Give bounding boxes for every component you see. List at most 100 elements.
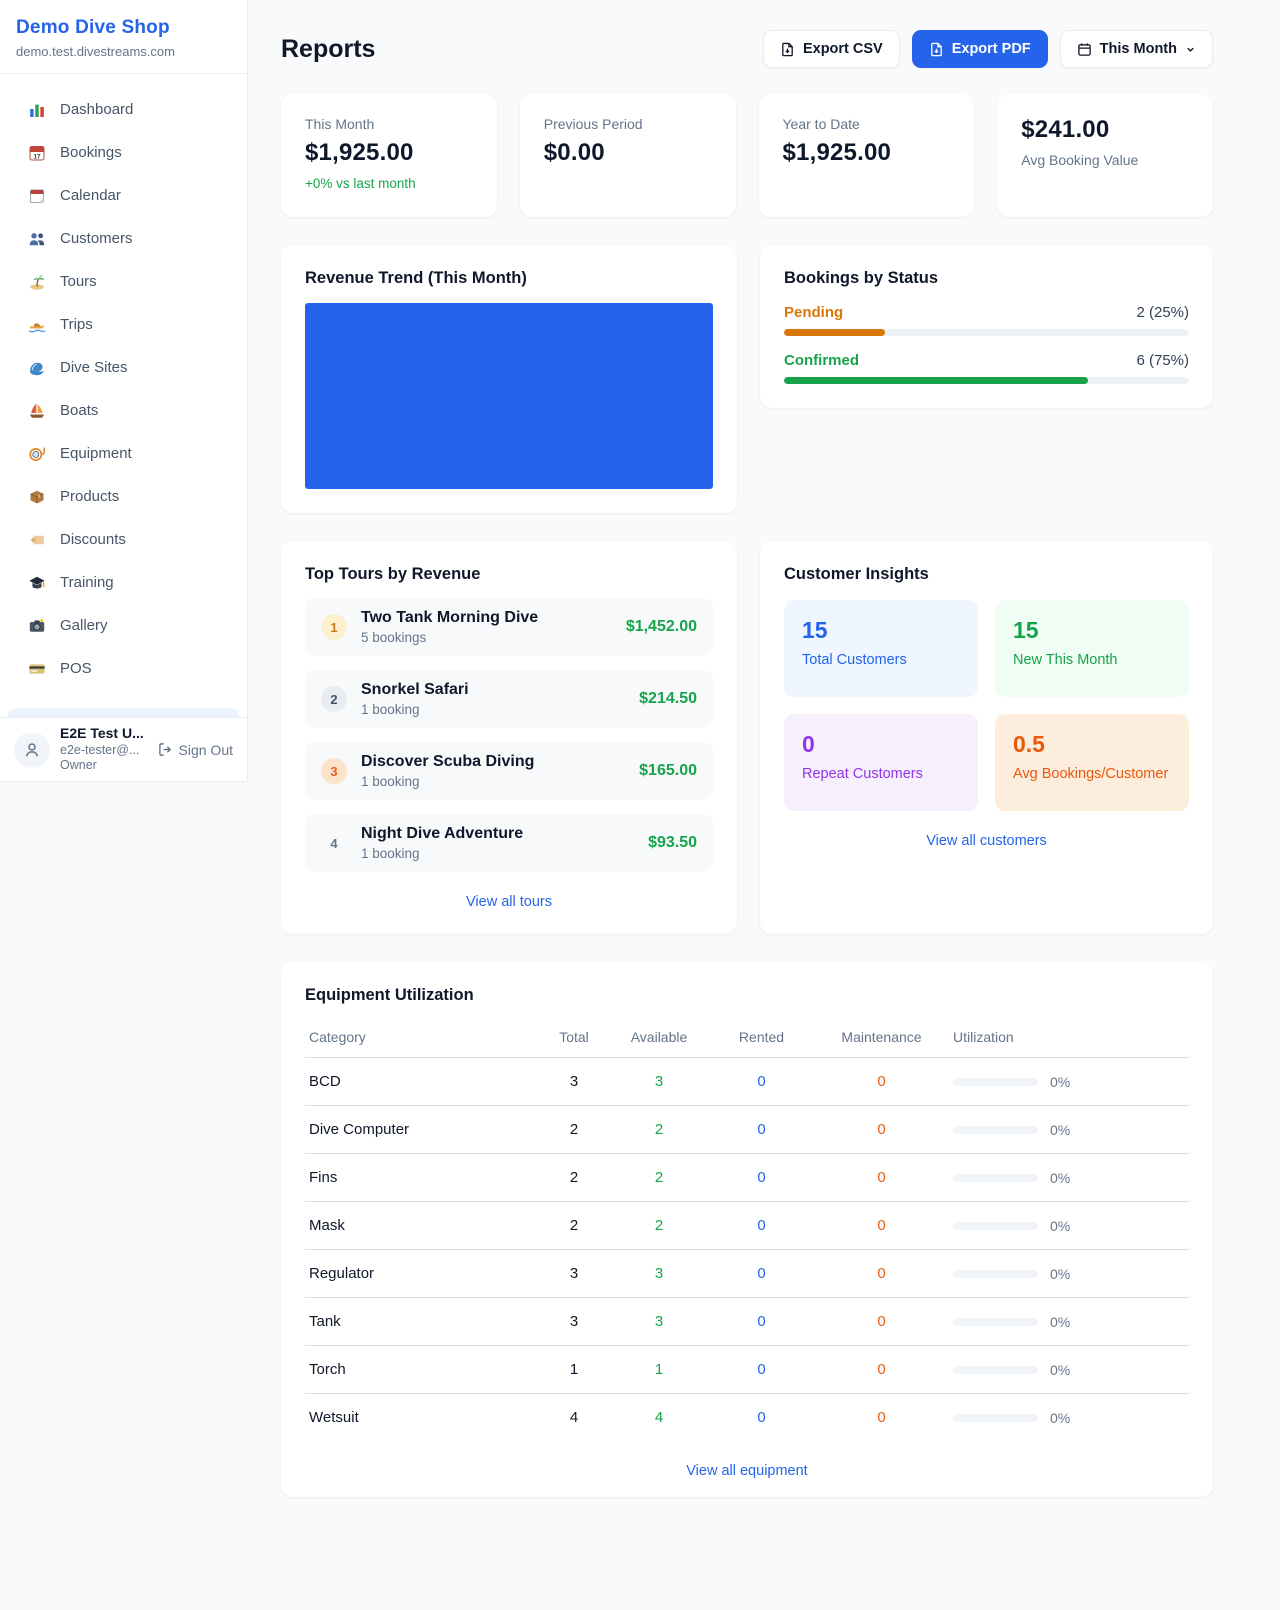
cell-maintenance: 0 [814,1057,949,1106]
sidebar-item-tours[interactable]: Tours [0,260,247,303]
rank-badge: 1 [321,614,347,640]
brand-block: Demo Dive Shop demo.test.divestreams.com [0,0,247,74]
tour-name: Snorkel Safari [361,681,469,698]
sidebar-item-reports-partial[interactable] [8,708,239,717]
sidebar-item-label: Tours [60,273,97,290]
camera-icon [28,617,46,635]
user-name: E2E Test U... [60,725,144,742]
utilization-cell: 0% [953,1218,1185,1234]
rank-badge: 4 [330,835,338,851]
cell-maintenance: 0 [814,1345,949,1394]
sidebar-item-dive-sites[interactable]: Dive Sites [0,346,247,389]
cell-available: 2 [609,1201,709,1250]
period-dropdown[interactable]: This Month [1059,30,1213,68]
sign-out-icon [158,743,171,756]
stat-label: Previous Period [543,116,643,132]
stat-card-avg-booking-value: $241.00 Avg Booking Value [997,94,1213,217]
cell-available: 3 [609,1249,709,1298]
stat-value: $1,925.00 [782,139,892,166]
export-pdf-label: Export PDF [951,41,1031,57]
tile-repeat-customers: 0 Repeat Customers [784,714,978,811]
export-csv-button[interactable]: Export CSV [762,30,900,68]
tour-bookings: 1 booking [361,846,420,861]
sidebar-item-label: Trips [60,316,93,333]
sidebar-item-pos[interactable]: POS [0,647,247,690]
cell-rented: 0 [709,1105,814,1154]
cell-total: 2 [539,1201,609,1250]
cell-maintenance: 0 [814,1249,949,1298]
tear-off-calendar-icon [28,187,46,205]
period-label: This Month [1099,41,1177,57]
tour-row: 1 Two Tank Morning Dive 5 bookings $1,45… [305,598,713,656]
tour-row: 3 Discover Scuba Diving 1 booking $165.0… [305,742,713,800]
cell-maintenance: 0 [814,1153,949,1202]
sidebar-item-dashboard[interactable]: Dashboard [0,88,247,131]
sidebar-item-customers[interactable]: Customers [0,217,247,260]
stat-label: Year to Date [782,116,860,132]
revenue-trend-title: Revenue Trend (This Month) [305,269,527,287]
sidebar-item-label: Calendar [60,187,121,204]
table-header-row: Category Total Available Rented Maintena… [305,1019,1189,1058]
file-download-icon [930,42,942,56]
sidebar-item-products[interactable]: Products [0,475,247,518]
sidebar-item-equipment[interactable]: Equipment [0,432,247,475]
view-all-tours-link[interactable]: View all tours [466,894,552,910]
cell-category: Torch [305,1345,539,1394]
export-pdf-button[interactable]: Export PDF [911,30,1048,68]
sidebar-item-label: Dashboard [60,101,134,118]
sign-out-button[interactable]: Sign Out [158,742,233,758]
bookings-by-status-card: Bookings by Status Pending 2 (25%) Confi… [760,245,1213,408]
sidebar-item-bookings[interactable]: 17 Bookings [0,131,247,174]
status-row-confirmed: Confirmed 6 (75%) [784,352,1189,384]
rank-badge: 2 [321,686,347,712]
page-title: Reports [281,34,376,63]
status-bar-track [784,377,1189,384]
sidebar-item-label: Equipment [60,445,132,462]
sidebar-item-boats[interactable]: Boats [0,389,247,432]
tile-new-this-month: 15 New This Month [995,600,1189,697]
revenue-trend-chart [305,303,713,489]
sidebar-item-label: Dive Sites [60,359,128,376]
table-row: Regulator 3 3 0 0 0% [305,1249,1189,1298]
sidebar-item-trips[interactable]: Trips [0,303,247,346]
sidebar-item-label: Discounts [60,531,126,548]
table-row: Wetsuit 4 4 0 0 0% [305,1394,1189,1442]
sidebar-item-training[interactable]: Training [0,561,247,604]
sidebar-item-label: Products [60,488,120,505]
sidebar-item-calendar[interactable]: Calendar [0,174,247,217]
stat-value: $1,925.00 [305,139,414,166]
bar-chart-icon [28,101,46,119]
credit-card-icon [28,660,46,678]
sidebar-item-discounts[interactable]: Discounts [0,518,247,561]
column-header-total: Total [539,1019,609,1058]
tour-revenue: $1,452.00 [625,618,697,635]
view-all-equipment-link[interactable]: View all equipment [686,1463,808,1479]
cell-rented: 0 [709,1153,814,1202]
insights-row: Top Tours by Revenue 1 Two Tank Morning … [281,541,1213,934]
graduation-cap-icon [28,574,46,592]
sidebar-item-label: Boats [60,402,99,419]
customer-insights-title: Customer Insights [784,565,929,583]
sidebar-item-gallery[interactable]: Gallery [0,604,247,647]
view-all-customers-link[interactable]: View all customers [926,833,1047,849]
brand-title: Demo Dive Shop [16,17,170,38]
column-header-category: Category [305,1019,539,1058]
stat-delta: +0% vs last month [305,176,416,191]
tour-name: Night Dive Adventure [361,825,524,842]
speedboat-icon [28,316,46,334]
cell-total: 3 [539,1297,609,1346]
wave-icon [28,359,46,377]
cell-available: 1 [609,1345,709,1394]
sign-out-label: Sign Out [178,741,233,758]
stat-label: This Month [305,116,375,132]
utilization-cell: 0% [953,1410,1185,1426]
bookings-by-status-title: Bookings by Status [784,269,939,287]
equipment-utilization-card: Equipment Utilization Category Total Ava… [281,962,1213,1497]
calendar-icon [1077,42,1091,56]
equipment-table: Category Total Available Rented Maintena… [305,1019,1189,1441]
revenue-trend-card: Revenue Trend (This Month) [281,245,737,513]
cell-rented: 0 [709,1345,814,1394]
stat-card-previous-period: Previous Period $0.00 [519,94,736,217]
tile-value: 0.5 [1013,731,1045,757]
equipment-utilization-title: Equipment Utilization [305,986,474,1004]
